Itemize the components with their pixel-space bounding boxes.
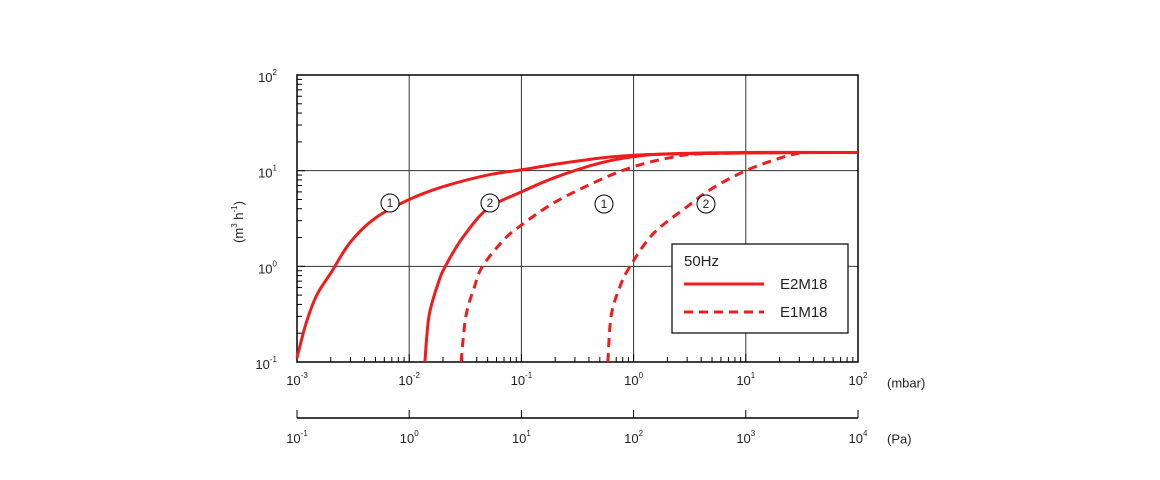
curve-label: 1 <box>601 197 608 211</box>
tick-exponent: -1 <box>270 355 278 364</box>
x2-unit: (Pa) <box>887 431 912 446</box>
tick-label: 102 <box>849 371 868 388</box>
curve-label: 2 <box>703 197 710 211</box>
tick-exponent: -3 <box>301 371 309 380</box>
tick-base: 10 <box>286 373 300 388</box>
tick-exponent: 2 <box>273 68 278 77</box>
tick-base: 10 <box>511 373 525 388</box>
tick-exponent: 2 <box>863 371 868 380</box>
tick-base: 10 <box>624 373 638 388</box>
tick-label: 10-2 <box>398 371 420 388</box>
curve <box>423 150 859 363</box>
y-label-part: 3 <box>230 223 239 228</box>
tick-base: 10 <box>255 357 269 372</box>
tick-base: 10 <box>258 70 272 85</box>
tick-base: 10 <box>624 431 638 446</box>
tick-base: 10 <box>400 431 414 446</box>
tick-label: 100 <box>624 371 643 388</box>
tick-label: 103 <box>736 429 755 446</box>
tick-base: 10 <box>258 262 272 277</box>
tick-label: 10-1 <box>286 429 308 446</box>
tick-base: 10 <box>512 431 526 446</box>
y-label-part: h <box>231 213 246 224</box>
tick-exponent: -2 <box>413 371 421 380</box>
curve <box>606 151 800 363</box>
tick-label: 100 <box>400 429 419 446</box>
y-label-part: ) <box>231 201 246 205</box>
tick-base: 10 <box>286 431 300 446</box>
tick-exponent: 2 <box>639 429 644 438</box>
tick-exponent: 0 <box>414 429 419 438</box>
tick-base: 10 <box>849 431 863 446</box>
tick-label: 10-1 <box>511 371 533 388</box>
tick-exponent: 1 <box>273 164 278 173</box>
tick-exponent: -1 <box>301 429 309 438</box>
tick-label: 100 <box>258 259 277 276</box>
tick-label: 10-1 <box>255 355 277 372</box>
tick-label: 101 <box>736 371 755 388</box>
tick-label: 101 <box>512 429 531 446</box>
tick-exponent: -1 <box>525 371 533 380</box>
legend-title: 50Hz <box>684 253 719 270</box>
curve-label-circle <box>480 193 500 213</box>
tick-base: 10 <box>258 166 272 181</box>
legend-label: E1M18 <box>780 304 828 321</box>
curve-label: 2 <box>487 196 494 210</box>
curve-label-circle <box>380 193 400 213</box>
curve-label: 1 <box>387 196 394 210</box>
tick-exponent: 4 <box>863 429 868 438</box>
tick-label: 101 <box>258 164 277 181</box>
curve-label-circle <box>594 194 614 214</box>
x-unit: (mbar) <box>887 375 925 390</box>
tick-label: 10-3 <box>286 371 308 388</box>
legend-box <box>671 243 849 334</box>
tick-exponent: 3 <box>751 429 756 438</box>
plot-frame <box>296 74 859 363</box>
tick-base: 10 <box>736 373 750 388</box>
tick-base: 10 <box>398 373 412 388</box>
tick-base: 10 <box>849 373 863 388</box>
tick-exponent: 1 <box>526 429 531 438</box>
tick-exponent: 0 <box>273 259 278 268</box>
tick-label: 102 <box>624 429 643 446</box>
curve-label-circle <box>696 194 716 214</box>
legend-label: E2M18 <box>780 276 828 293</box>
tick-exponent: 1 <box>751 371 756 380</box>
curve <box>459 150 800 363</box>
tick-base: 10 <box>736 431 750 446</box>
y-label-part: (m <box>231 228 246 243</box>
tick-label: 102 <box>258 68 277 85</box>
y-label-part: -1 <box>230 205 239 213</box>
y-axis-label: (m3 h-1) <box>230 201 246 243</box>
tick-label: 104 <box>849 429 868 446</box>
tick-exponent: 0 <box>639 371 644 380</box>
